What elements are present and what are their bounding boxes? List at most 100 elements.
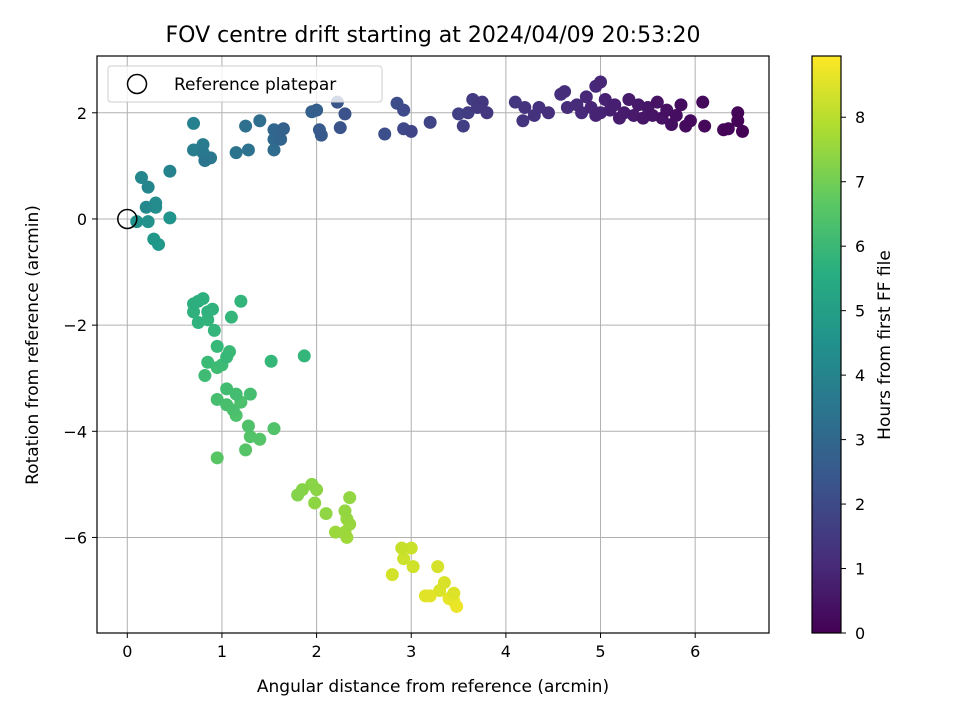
y-tick-label: −4 [63, 422, 87, 441]
data-point [608, 98, 622, 112]
data-point [516, 114, 530, 128]
data-point [404, 541, 418, 555]
data-point [333, 121, 347, 135]
data-point [395, 541, 409, 555]
data-point [338, 504, 352, 518]
data-point [201, 305, 215, 319]
data-point [163, 164, 177, 178]
data-point [579, 90, 593, 104]
data-point [310, 103, 324, 117]
grid-lines [97, 56, 769, 633]
colorbar-tick-label: 8 [855, 108, 865, 127]
data-point [343, 491, 357, 505]
data-point [264, 354, 278, 368]
colorbar-tick-label: 4 [855, 366, 865, 385]
x-axis-label: Angular distance from reference (arcmin) [257, 677, 609, 697]
data-point [267, 123, 281, 137]
colorbar-label: Hours from first FF file [875, 250, 895, 440]
colorbar-tick-label: 1 [855, 560, 865, 579]
data-point [532, 100, 546, 114]
data-point [447, 586, 461, 600]
data-point [210, 339, 224, 353]
y-tick-label: −6 [63, 528, 87, 547]
colorbar-tick-label: 0 [855, 624, 865, 643]
data-point [594, 75, 608, 89]
data-point [338, 107, 352, 121]
legend-marker-icon [126, 73, 148, 95]
data-point [147, 232, 161, 246]
data-point [291, 488, 305, 502]
data-point [696, 95, 710, 109]
data-point [267, 422, 281, 436]
colorbar-tick-label: 5 [855, 302, 865, 321]
data-point [314, 128, 328, 142]
chart-title: FOV centre drift starting at 2024/04/09 … [166, 23, 701, 48]
data-point [431, 560, 445, 574]
data-point [452, 107, 466, 121]
y-axis-ticks: −6 −4 −2 0 2 [63, 104, 97, 547]
legend-label-reference: Reference platepar [174, 75, 336, 95]
data-point [229, 387, 243, 401]
data-point [518, 100, 532, 114]
data-point [480, 106, 494, 120]
data-point [622, 93, 636, 107]
data-point [508, 95, 522, 109]
data-point [239, 119, 253, 133]
data-point [698, 119, 712, 133]
data-point [191, 315, 205, 329]
data-point [456, 119, 470, 133]
data-point [198, 369, 212, 383]
data-point [234, 294, 248, 308]
data-points [130, 75, 749, 613]
data-point [378, 127, 392, 141]
data-point [406, 560, 420, 574]
colorbar-gradient [811, 55, 842, 634]
x-tick-label: 0 [122, 642, 132, 661]
y-tick-label: 0 [77, 210, 87, 229]
x-tick-label: 3 [406, 642, 416, 661]
data-point [187, 116, 201, 130]
data-point [220, 398, 234, 412]
data-point [239, 443, 253, 457]
x-tick-label: 2 [311, 642, 321, 661]
data-point [141, 180, 155, 194]
data-point [220, 350, 234, 364]
x-tick-label: 4 [501, 642, 511, 661]
data-point [731, 114, 745, 128]
data-point [669, 108, 683, 122]
data-point [329, 525, 343, 539]
plot-frame [96, 55, 770, 634]
y-tick-label: −2 [63, 316, 87, 335]
colorbar: 0 1 2 3 4 5 6 7 8 Hours from first FF file [811, 55, 895, 643]
data-point [423, 115, 437, 129]
y-tick-label: 2 [77, 104, 87, 123]
reference-platepar-marker [117, 208, 138, 230]
x-tick-label: 5 [595, 642, 605, 661]
data-point [404, 124, 418, 138]
data-point [385, 568, 399, 582]
data-point [674, 98, 688, 112]
data-point [308, 496, 322, 510]
colorbar-tick-label: 7 [855, 173, 865, 192]
colorbar-tick-label: 6 [855, 237, 865, 256]
data-point [220, 382, 234, 396]
data-point [475, 95, 489, 109]
data-point [397, 552, 411, 566]
data-point [660, 103, 674, 117]
data-point [163, 211, 177, 225]
data-point [241, 143, 255, 157]
data-point [541, 106, 555, 120]
data-point [319, 507, 333, 521]
data-point [141, 215, 155, 229]
data-point [558, 85, 572, 99]
data-point [305, 477, 319, 491]
x-tick-label: 6 [690, 642, 700, 661]
data-point [267, 143, 281, 157]
data-point [397, 103, 411, 117]
data-point [253, 114, 267, 128]
y-axis-label: Rotation from reference (arcmin) [23, 205, 43, 485]
data-point [198, 154, 212, 168]
data-point [598, 93, 612, 107]
colorbar-ticks: 0 1 2 3 4 5 6 7 8 [841, 108, 865, 643]
